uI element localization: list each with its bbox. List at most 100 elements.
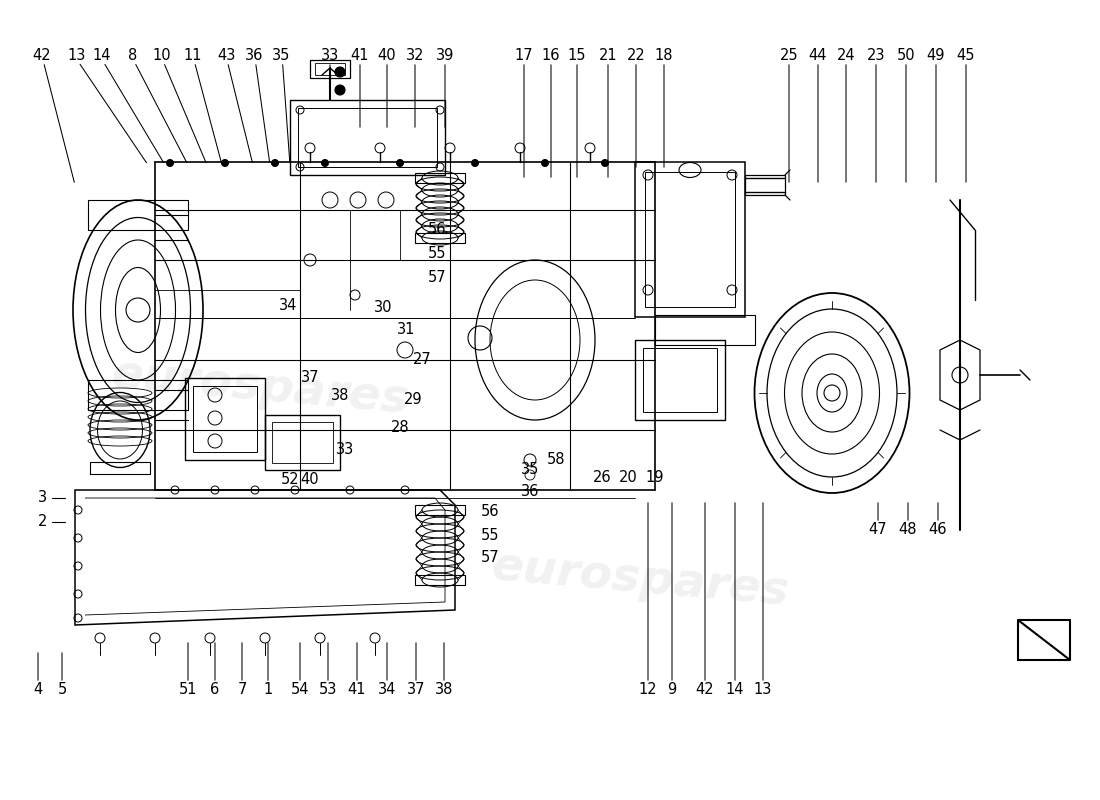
Text: 43: 43 — [217, 47, 235, 62]
Text: 41: 41 — [348, 682, 366, 698]
Text: 28: 28 — [390, 421, 409, 435]
Text: 39: 39 — [436, 47, 454, 62]
Text: 19: 19 — [646, 470, 664, 486]
Text: 20: 20 — [618, 470, 637, 486]
Circle shape — [541, 159, 549, 166]
Text: 49: 49 — [926, 47, 945, 62]
Text: 23: 23 — [867, 47, 886, 62]
Circle shape — [472, 159, 478, 166]
Text: 51: 51 — [178, 682, 197, 698]
Text: 38: 38 — [331, 387, 349, 402]
Text: 16: 16 — [541, 47, 560, 62]
Bar — [745, 175, 785, 195]
Circle shape — [336, 67, 345, 77]
Text: 33: 33 — [336, 442, 354, 458]
Text: 18: 18 — [654, 47, 673, 62]
Bar — [265, 415, 340, 470]
Text: 21: 21 — [598, 47, 617, 62]
Bar — [415, 505, 465, 515]
Text: 9: 9 — [668, 682, 676, 698]
Circle shape — [602, 159, 608, 166]
Bar — [192, 386, 257, 452]
Text: 41: 41 — [351, 47, 370, 62]
Text: 57: 57 — [481, 550, 499, 566]
Bar — [635, 162, 745, 317]
Text: 33: 33 — [321, 47, 339, 62]
Text: 10: 10 — [153, 47, 172, 62]
Text: 22: 22 — [627, 47, 646, 62]
Text: 30: 30 — [374, 301, 393, 315]
Bar — [645, 172, 735, 307]
Circle shape — [221, 159, 229, 166]
Text: 48: 48 — [899, 522, 917, 538]
Text: 11: 11 — [184, 47, 202, 62]
Bar — [290, 100, 446, 175]
Bar — [88, 380, 188, 410]
Text: 46: 46 — [928, 522, 947, 538]
Text: 14: 14 — [92, 47, 111, 62]
Text: 42: 42 — [33, 47, 52, 62]
Text: eurospares: eurospares — [490, 545, 791, 615]
Text: 45: 45 — [957, 47, 976, 62]
Bar — [654, 315, 755, 345]
Text: 40: 40 — [300, 473, 319, 487]
Text: 32: 32 — [406, 47, 425, 62]
Text: 29: 29 — [404, 393, 422, 407]
Text: 37: 37 — [407, 682, 426, 698]
Bar — [310, 60, 350, 78]
Text: 55: 55 — [481, 527, 499, 542]
Text: eurospares: eurospares — [109, 353, 410, 423]
Text: 4: 4 — [33, 682, 43, 698]
Text: 1: 1 — [263, 682, 273, 698]
Polygon shape — [1018, 620, 1070, 660]
Text: 31: 31 — [397, 322, 415, 338]
Text: 15: 15 — [568, 47, 586, 62]
Text: 58: 58 — [547, 453, 565, 467]
Text: 55: 55 — [428, 246, 447, 261]
Text: 14: 14 — [726, 682, 745, 698]
Text: 42: 42 — [695, 682, 714, 698]
Circle shape — [321, 159, 329, 166]
Bar — [185, 378, 265, 460]
Text: 47: 47 — [869, 522, 888, 538]
Text: 38: 38 — [434, 682, 453, 698]
Text: 34: 34 — [377, 682, 396, 698]
Text: 57: 57 — [428, 270, 447, 286]
Text: 24: 24 — [837, 47, 856, 62]
Text: 13: 13 — [754, 682, 772, 698]
Bar — [90, 462, 150, 474]
Text: 56: 56 — [481, 505, 499, 519]
Text: 35: 35 — [272, 47, 290, 62]
Text: 37: 37 — [300, 370, 319, 386]
Circle shape — [272, 159, 278, 166]
Bar — [315, 63, 345, 75]
Bar — [272, 422, 333, 463]
Text: 54: 54 — [290, 682, 309, 698]
Text: 13: 13 — [68, 47, 86, 62]
Text: 8: 8 — [129, 47, 138, 62]
Text: 5: 5 — [57, 682, 67, 698]
Text: 52: 52 — [280, 473, 299, 487]
Bar — [415, 233, 465, 243]
Bar — [635, 340, 725, 420]
Bar — [298, 108, 437, 167]
Bar — [644, 348, 717, 412]
Text: 53: 53 — [319, 682, 338, 698]
Text: 6: 6 — [210, 682, 220, 698]
Text: 40: 40 — [377, 47, 396, 62]
Circle shape — [336, 85, 345, 95]
Text: 36: 36 — [245, 47, 263, 62]
Bar — [415, 575, 465, 585]
Circle shape — [166, 159, 174, 166]
Bar — [88, 200, 188, 230]
Text: 25: 25 — [780, 47, 799, 62]
Text: 27: 27 — [412, 353, 431, 367]
Text: 44: 44 — [808, 47, 827, 62]
Text: 56: 56 — [428, 222, 447, 238]
Text: 35: 35 — [520, 462, 539, 478]
Text: 12: 12 — [639, 682, 658, 698]
Text: 34: 34 — [278, 298, 297, 313]
Text: 2: 2 — [39, 514, 47, 530]
Text: 50: 50 — [896, 47, 915, 62]
Text: 26: 26 — [593, 470, 612, 486]
